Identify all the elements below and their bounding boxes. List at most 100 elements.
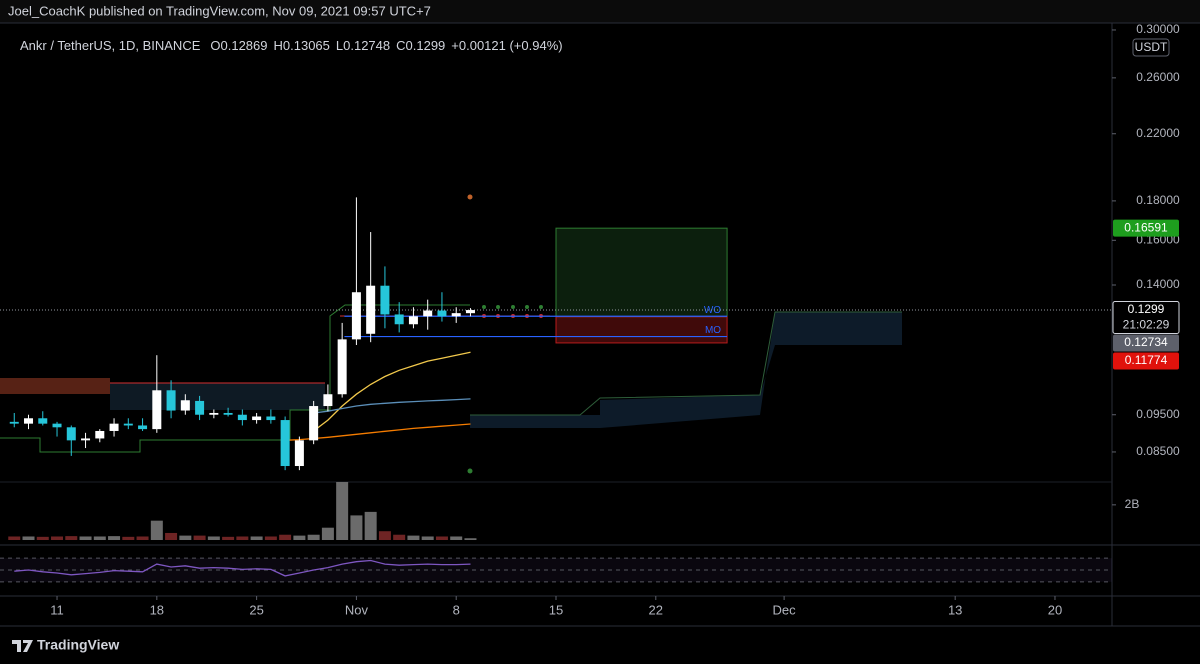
rsi-line xyxy=(14,559,471,577)
candle-body xyxy=(408,316,418,325)
change: +0.00121 (+0.94%) xyxy=(451,38,562,53)
candle-body xyxy=(195,400,205,415)
candle-body xyxy=(138,425,148,430)
x-tick-label: 20 xyxy=(1048,602,1062,617)
symbol-line: Ankr / TetherUS, 1D, BINANCE O0.12869 H0.1… xyxy=(20,38,563,53)
y-tick-label: 0.22000 xyxy=(1136,126,1180,140)
candle-body xyxy=(380,285,390,315)
candle-body xyxy=(451,313,461,317)
x-tick-label: 15 xyxy=(549,602,563,617)
header-bar xyxy=(0,0,1200,23)
volume-bar xyxy=(222,536,235,540)
candle-body xyxy=(81,438,91,441)
x-tick-label: 8 xyxy=(453,602,460,617)
level-label: WO xyxy=(704,305,721,316)
candle-body xyxy=(109,423,119,431)
candle-body xyxy=(366,285,376,334)
symbol: Ankr / TetherUS, 1D, BINANCE xyxy=(20,38,201,53)
volume-bar xyxy=(307,534,320,540)
volume-bar xyxy=(179,535,192,540)
volume-bar xyxy=(250,536,263,540)
currency: USDT xyxy=(1135,40,1168,54)
y-tick-label: 0.26000 xyxy=(1136,70,1180,84)
candle-body xyxy=(437,310,447,317)
candle-body xyxy=(152,390,162,430)
candle-body xyxy=(280,420,290,467)
level-label: MO xyxy=(705,325,721,336)
candle-body xyxy=(252,416,262,421)
indicator-dots xyxy=(482,305,543,309)
candle-body xyxy=(423,310,433,317)
candle-body xyxy=(237,414,247,421)
candle-body xyxy=(266,416,276,421)
x-tick-label: 18 xyxy=(150,602,164,617)
price-label: 0.11774 xyxy=(1125,353,1168,367)
cloud-segment xyxy=(470,312,902,428)
currency-badge xyxy=(1132,38,1170,57)
volume-bar xyxy=(108,536,121,540)
volume-bar xyxy=(51,536,64,540)
candle-body xyxy=(223,412,233,415)
volume-bar xyxy=(65,536,78,540)
volume-bar xyxy=(79,536,92,540)
y-tick-label: 0.08500 xyxy=(1136,444,1180,458)
brand-logo xyxy=(12,640,33,652)
volume-bar xyxy=(393,534,406,540)
volume-bar xyxy=(450,536,463,540)
candle-body xyxy=(351,292,361,340)
volume-bar xyxy=(193,535,206,540)
publisher: Joel_CoachK published on TradingView.com… xyxy=(8,3,431,18)
candle-body xyxy=(209,412,219,415)
ohlc-value: 0.1299 xyxy=(406,38,446,53)
x-tick-label: Dec xyxy=(773,602,797,617)
volume-bar xyxy=(165,532,178,540)
volume-bar xyxy=(207,536,220,540)
price-label: 0.12734 xyxy=(1124,335,1168,349)
volume-bar xyxy=(136,536,149,540)
ohlc-value: 0.12869 xyxy=(221,38,268,53)
price-label-box xyxy=(1112,301,1180,335)
candle-body xyxy=(337,339,347,395)
volume-bar xyxy=(122,536,135,540)
volume-bar xyxy=(321,527,334,540)
volume-bar xyxy=(378,531,391,540)
price-label: 0.16591 xyxy=(1124,220,1168,234)
candle-body xyxy=(323,394,333,407)
volume-bar xyxy=(464,538,477,540)
volume-bar xyxy=(264,536,277,540)
ohlc-letter: O xyxy=(210,38,220,53)
volume-bar xyxy=(407,535,420,540)
volume-bar xyxy=(36,536,49,540)
indicator-line xyxy=(470,311,902,416)
x-tick-label: 13 xyxy=(948,602,962,617)
plot: Ankr / TetherUS, 1D, BINANCE O0.12869 H0.1… xyxy=(0,22,1180,617)
candle-body xyxy=(465,310,475,314)
y-tick-label: 0.09500 xyxy=(1136,407,1180,421)
stop-zone xyxy=(555,316,728,344)
price-label: 0.1299 xyxy=(1128,302,1165,316)
volume-bar xyxy=(22,536,35,540)
ohlc-letter: L xyxy=(336,38,343,53)
volume-bar xyxy=(293,535,306,540)
volume-bar xyxy=(336,482,349,540)
candle-body xyxy=(38,418,48,424)
candle-body xyxy=(52,423,62,428)
candle-body xyxy=(166,390,176,411)
candle-body xyxy=(309,406,319,441)
volume-tick-label: 2B xyxy=(1125,497,1140,511)
indicator-line xyxy=(0,409,330,453)
candle-body xyxy=(180,400,190,411)
x-tick-label: 22 xyxy=(649,602,663,617)
candle-body xyxy=(95,430,105,439)
candle-body xyxy=(9,421,19,424)
volume-bar xyxy=(435,536,448,540)
candle-body xyxy=(394,314,404,325)
x-tick-label: 25 xyxy=(249,602,263,617)
cloud-segment xyxy=(110,383,325,410)
moving-average xyxy=(313,398,471,414)
ohlc-value: 0.13065 xyxy=(283,38,330,53)
volume-bar xyxy=(236,536,249,540)
